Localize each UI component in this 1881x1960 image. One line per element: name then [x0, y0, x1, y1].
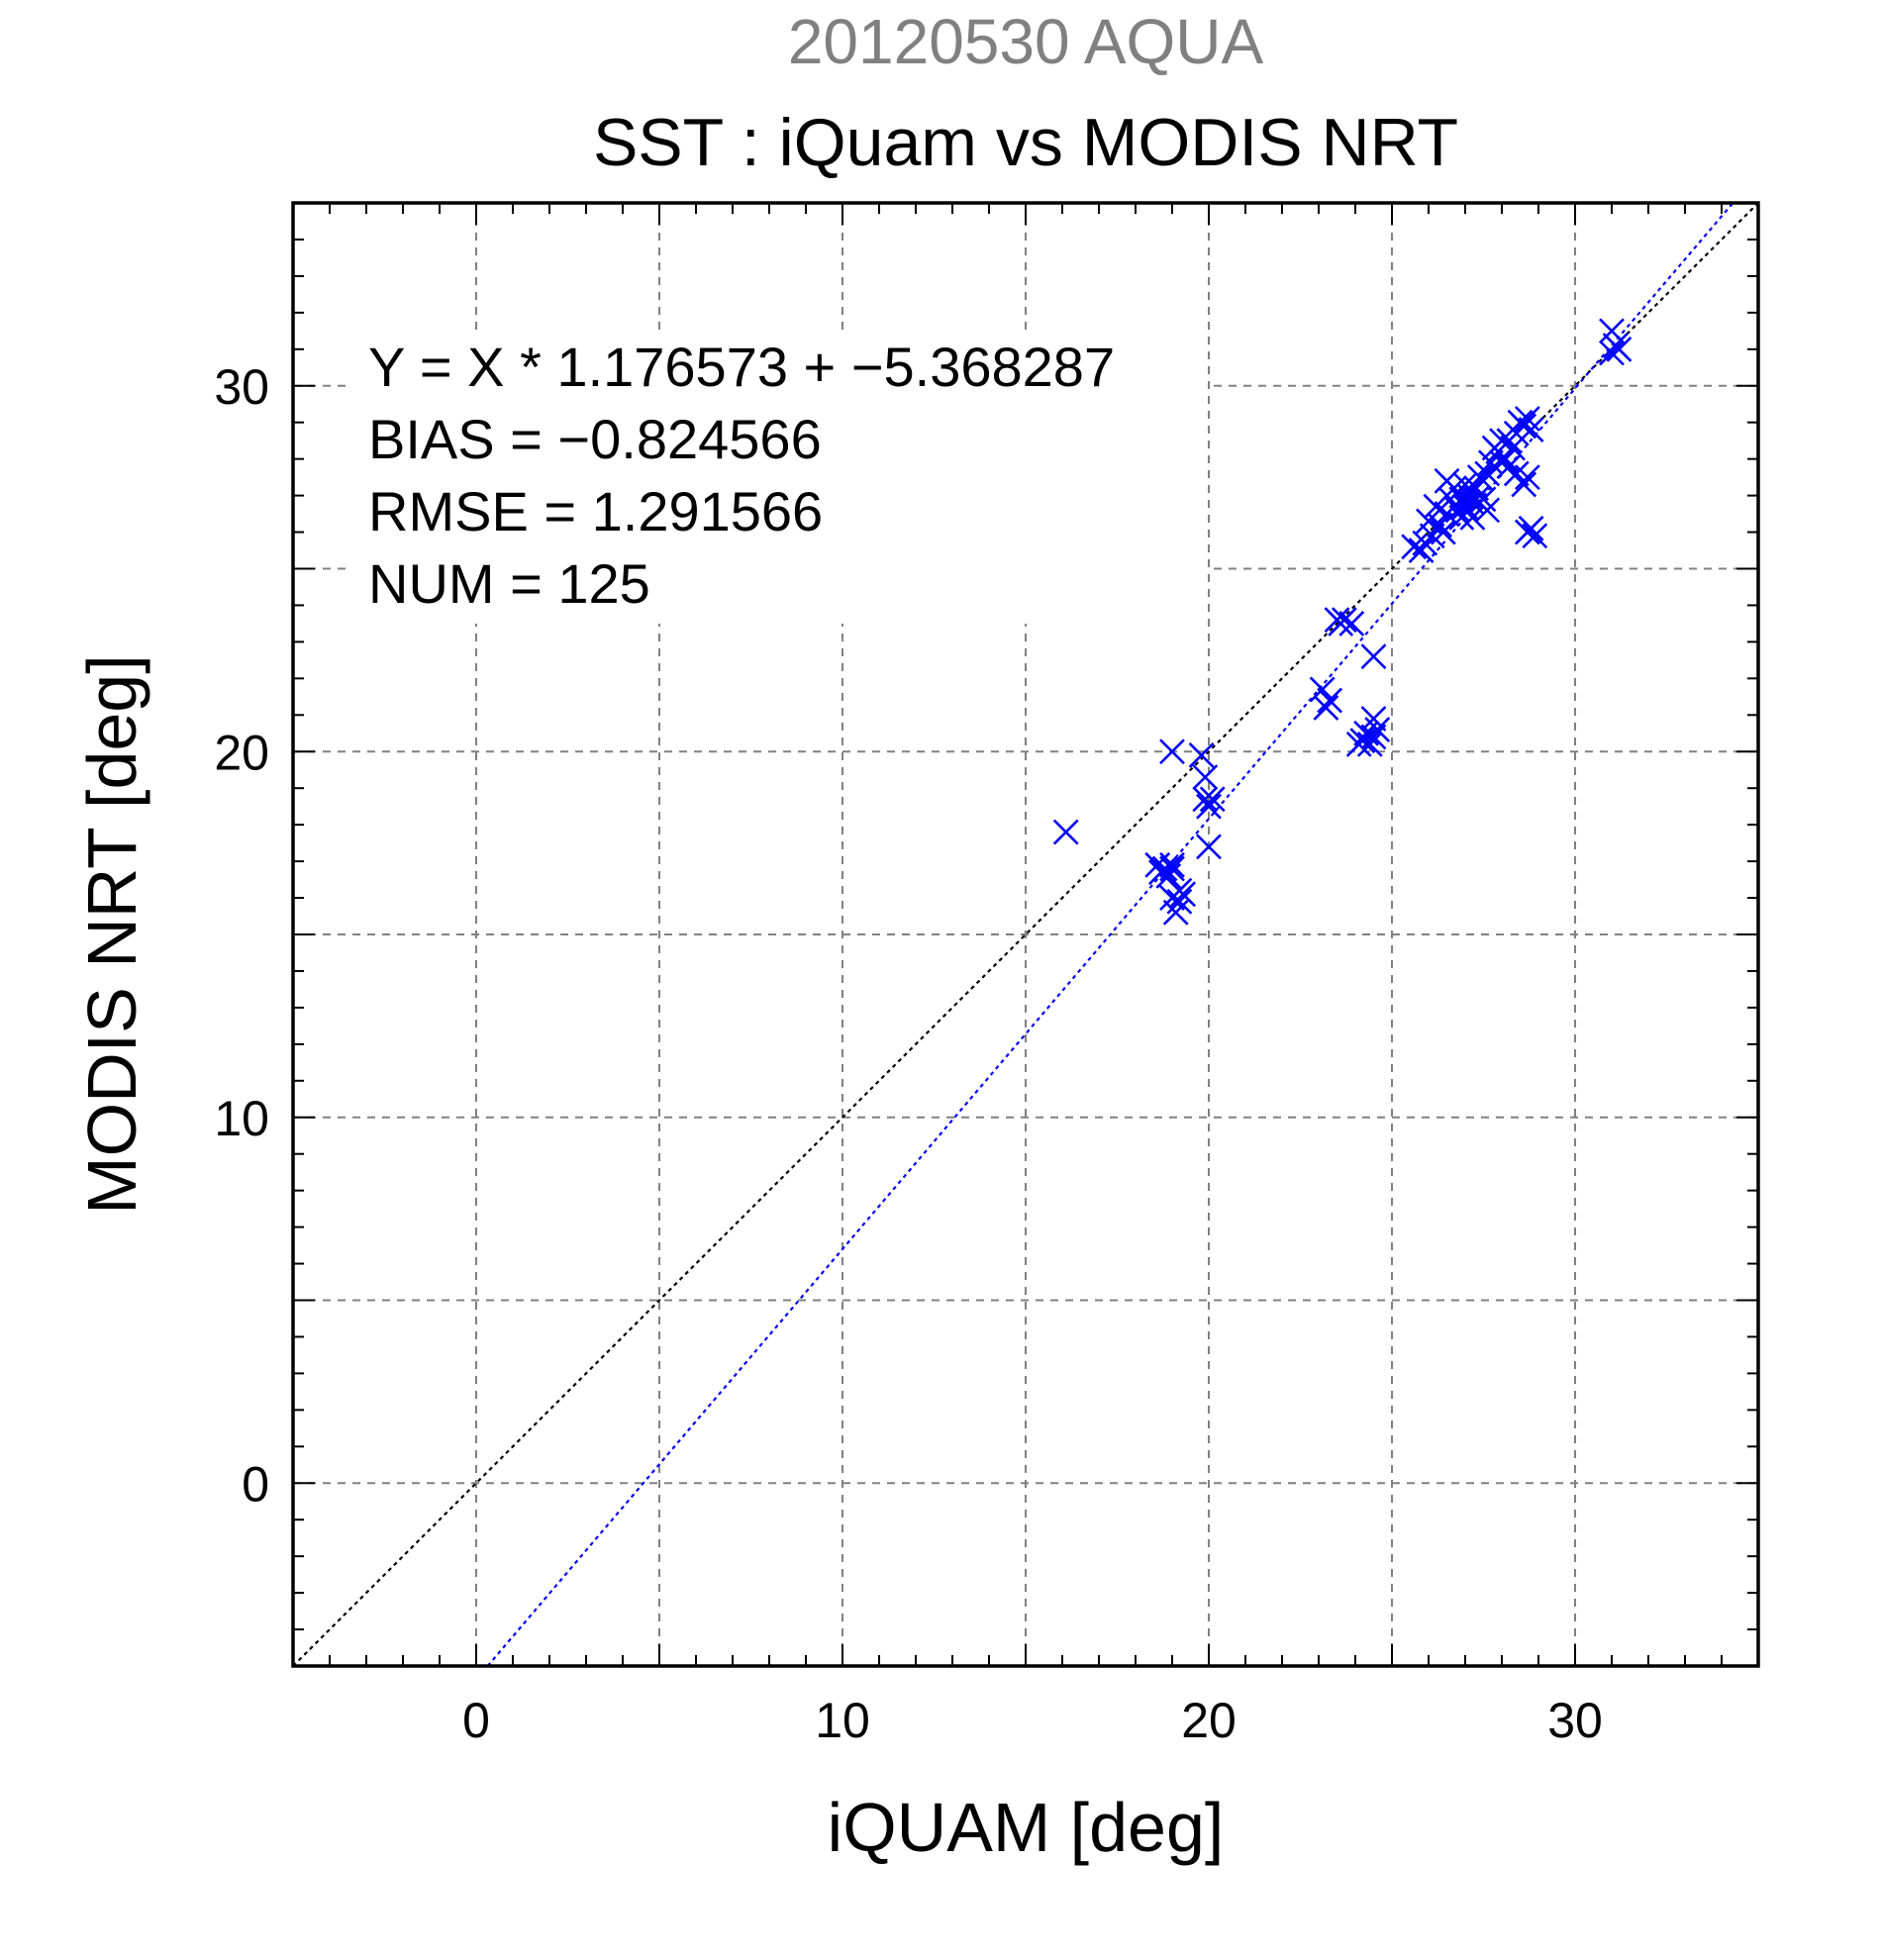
data-point — [1599, 340, 1625, 366]
data-point — [1159, 738, 1185, 765]
data-point — [1606, 336, 1633, 362]
y-tick-label: 0 — [242, 1456, 269, 1512]
data-point — [1313, 694, 1339, 721]
data-point — [1452, 493, 1478, 520]
data-point — [1159, 851, 1185, 878]
data-point — [1522, 523, 1548, 549]
plot-frame — [291, 201, 1760, 1668]
data-point — [1518, 417, 1544, 443]
data-point — [1192, 786, 1219, 813]
regression-line — [486, 202, 1734, 1667]
data-point — [1166, 877, 1193, 904]
y-tick-label: 10 — [214, 1091, 269, 1146]
x-axis-title: iQUAM [deg] — [828, 1789, 1225, 1866]
data-point — [1188, 742, 1215, 768]
x-tick-label: 0 — [462, 1693, 490, 1748]
fit-equation: Y = X * 1.176573 + −5.368287 — [368, 336, 1115, 398]
rmse-value: RMSE = 1.291566 — [368, 480, 823, 542]
data-point — [1511, 413, 1537, 440]
num-value: NUM = 125 — [368, 552, 650, 615]
data-point — [1199, 786, 1226, 813]
data-point — [1338, 611, 1365, 637]
data-point — [1599, 318, 1625, 344]
x-tick-label: 30 — [1547, 1693, 1603, 1748]
data-point — [1514, 464, 1540, 491]
data-point — [1360, 706, 1387, 732]
statistics-background — [351, 335, 1208, 624]
chart-title: SST : iQuam vs MODIS NRT — [593, 105, 1458, 180]
data-point — [1408, 538, 1435, 563]
y-axis-title: MODIS NRT [deg] — [73, 654, 150, 1214]
data-point — [1196, 833, 1222, 860]
x-tick-label: 20 — [1181, 1693, 1237, 1748]
y-tick-label: 20 — [214, 725, 269, 780]
data-point — [1356, 731, 1383, 757]
data-point — [1328, 611, 1354, 637]
data-point — [1518, 515, 1544, 541]
data-point — [1166, 888, 1193, 915]
y-tick-label: 30 — [214, 359, 269, 415]
data-point — [1192, 764, 1219, 791]
data-point — [1466, 464, 1493, 491]
x-tick-label: 10 — [815, 1693, 870, 1748]
statistics-box: Y = X * 1.176573 + −5.368287 BIAS = −0.8… — [351, 335, 1208, 624]
data-point — [1317, 687, 1343, 714]
chart-subtitle: 20120530 AQUA — [788, 6, 1264, 77]
data-points — [1052, 318, 1633, 926]
data-point — [1360, 724, 1387, 750]
data-point — [1463, 486, 1490, 513]
tick-labels: 0 10 20 30 0 10 20 30 — [214, 359, 1602, 1748]
bias-value: BIAS = −0.824566 — [368, 408, 822, 470]
data-point — [1511, 471, 1537, 498]
reference-lines — [292, 202, 1759, 1667]
data-point — [1360, 643, 1387, 670]
data-point — [1159, 855, 1185, 882]
data-point — [1052, 819, 1079, 845]
data-point — [1196, 793, 1222, 820]
data-point — [1427, 512, 1453, 539]
